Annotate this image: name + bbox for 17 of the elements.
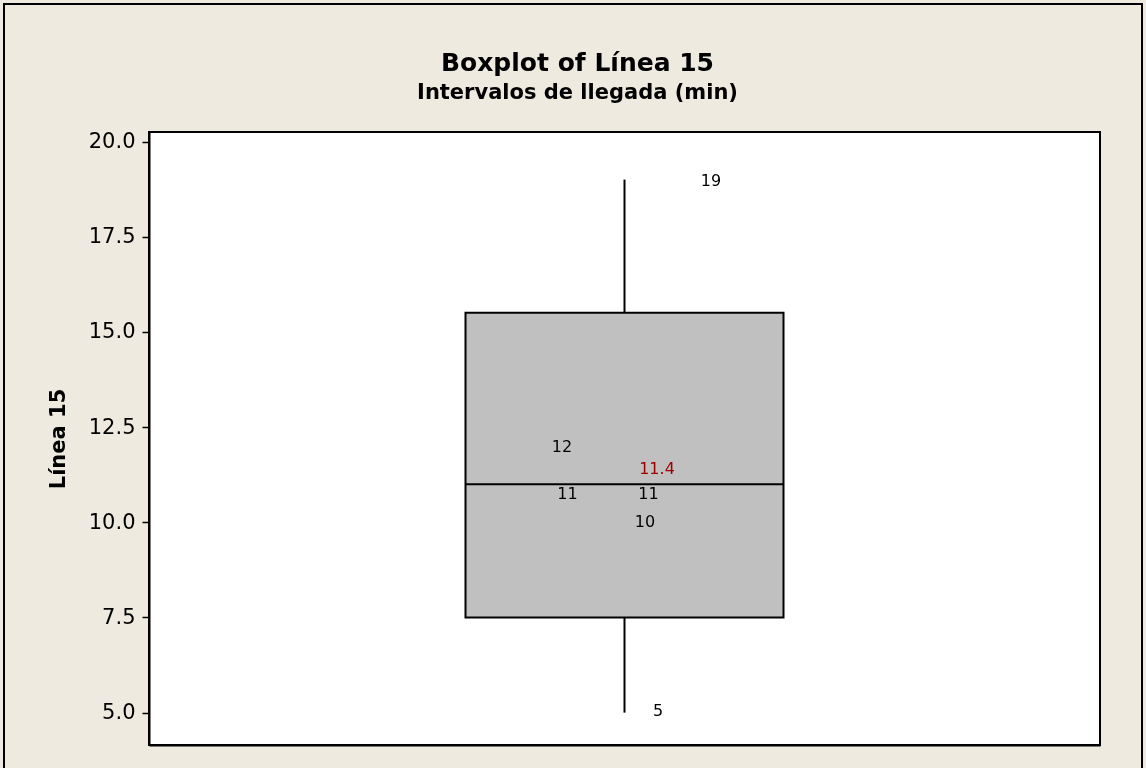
y-tick-label: 5.0 — [102, 700, 136, 725]
annotation: 12 — [551, 437, 573, 456]
y-tick-label: 20.0 — [88, 129, 136, 154]
annotation: 11 — [557, 484, 578, 504]
annotation: 19 — [700, 171, 722, 190]
y-tick-label: 15.0 — [88, 319, 136, 344]
chart-subtitle: Intervalos de llegada (min) — [417, 79, 738, 104]
annotation: 5 — [652, 701, 664, 720]
y-tick-label: 7.5 — [102, 604, 136, 629]
chart-title: Boxplot of Línea 15 — [440, 47, 715, 77]
annotation: 10 — [634, 512, 656, 531]
annotation: 11 — [638, 484, 659, 504]
y-tick-label: 12.5 — [88, 414, 136, 439]
annotation: 11.4 — [639, 459, 675, 478]
y-axis-title: Línea 15 — [45, 388, 70, 490]
y-tick-label: 10.0 — [88, 509, 136, 534]
y-tick-label: 17.5 — [88, 224, 136, 249]
